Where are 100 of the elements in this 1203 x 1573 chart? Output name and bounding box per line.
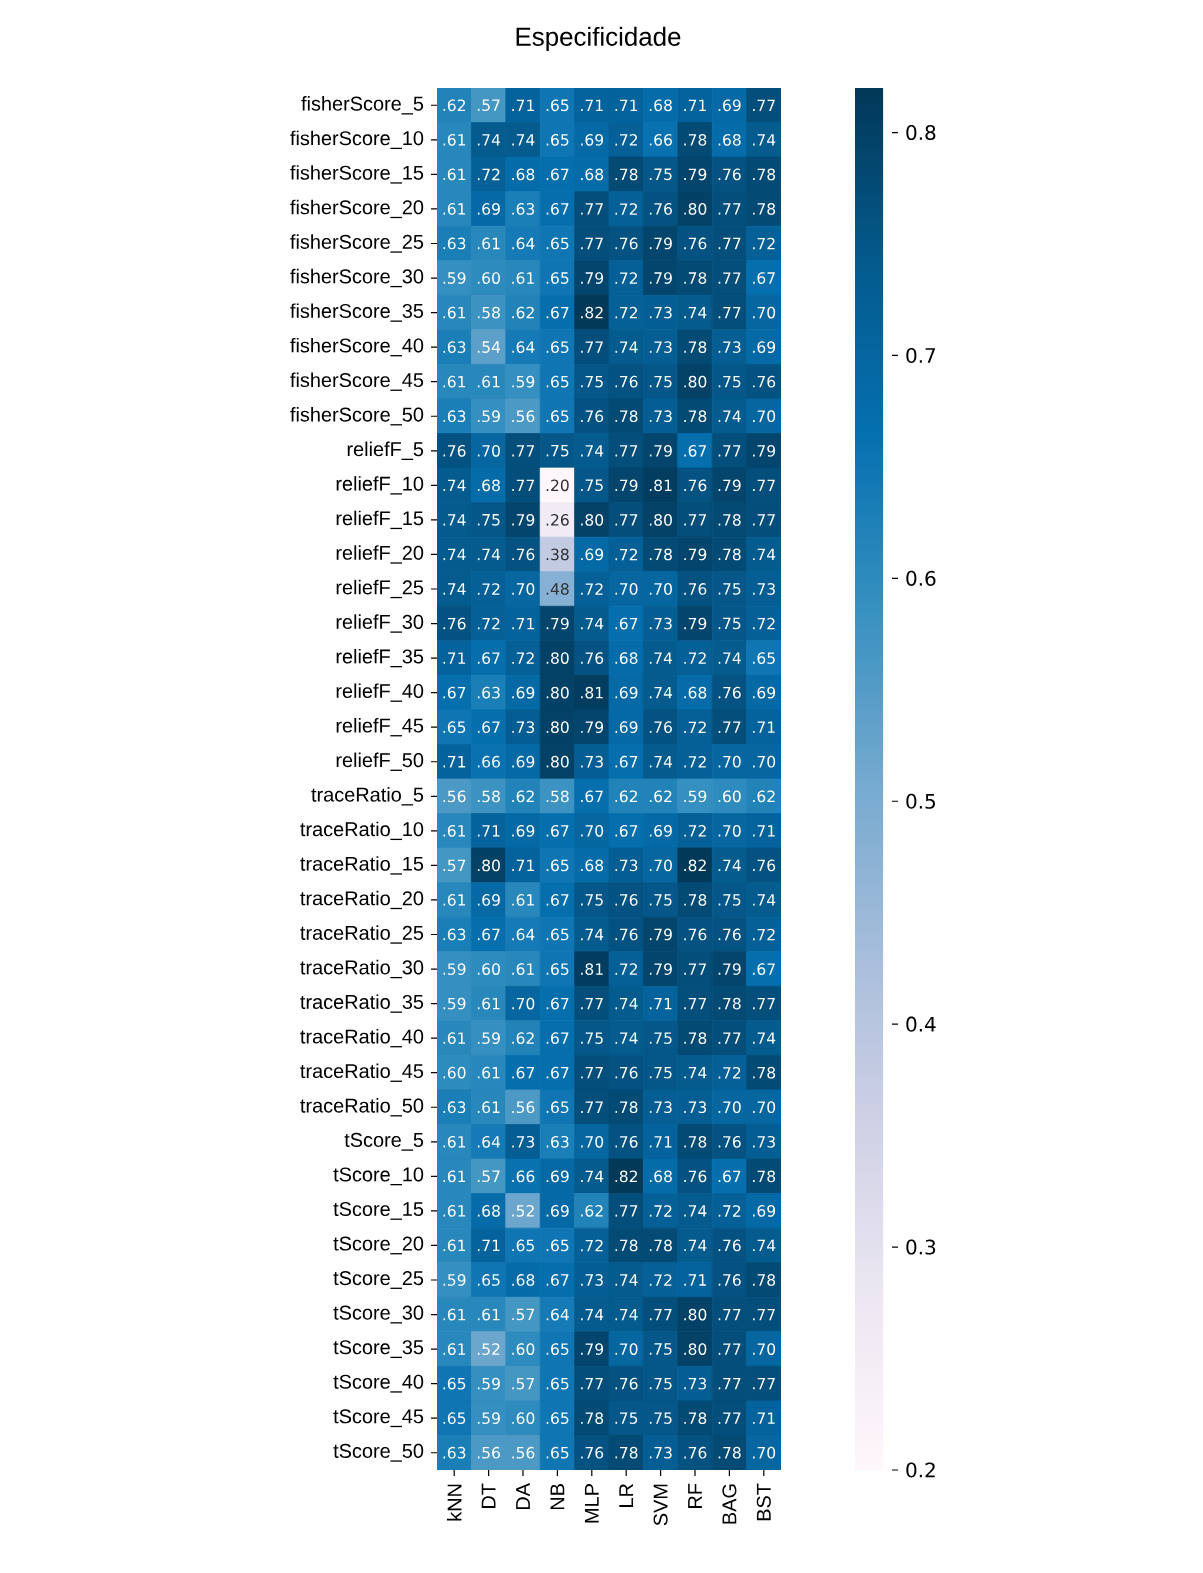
data-label: .74 <box>615 1032 638 1044</box>
data-label: .70 <box>649 583 672 595</box>
data-label: .71 <box>684 1274 706 1286</box>
data-label: .61 <box>443 1135 466 1148</box>
data-label: .75 <box>718 583 741 595</box>
data-label: .71 <box>649 997 672 1010</box>
data-label: .69 <box>512 824 535 837</box>
data-label: .74 <box>684 1067 707 1079</box>
data-label: .79 <box>649 444 672 457</box>
y-tick-label: reliefF_45 <box>336 717 424 737</box>
data-label: .70 <box>718 1101 741 1114</box>
data-label: .79 <box>615 479 638 492</box>
data-label: .67 <box>546 306 569 319</box>
data-label: .69 <box>477 894 500 906</box>
data-label: .61 <box>443 203 466 215</box>
color-bar-label: 0.2 <box>906 1462 935 1478</box>
data-label: .70 <box>615 583 638 595</box>
y-tick-label: tScore_15 <box>333 1201 424 1220</box>
data-label: .72 <box>684 755 706 768</box>
data-label: .73 <box>649 1446 672 1459</box>
data-label: .68 <box>512 168 535 181</box>
color-bar-label: 0.4 <box>906 1016 936 1032</box>
data-label: .70 <box>477 444 500 457</box>
data-label: .74 <box>477 134 501 146</box>
data-label: .77 <box>581 237 603 250</box>
data-label: .65 <box>546 99 569 112</box>
data-label: .73 <box>753 583 775 595</box>
data-label: .62 <box>512 1032 534 1045</box>
data-label: .59 <box>684 790 707 803</box>
data-label: .67 <box>546 168 569 181</box>
data-label: .74 <box>753 894 776 906</box>
data-label: .77 <box>684 997 707 1010</box>
data-label: .80 <box>684 203 707 215</box>
y-tick-label: tScore_5 <box>344 1132 424 1151</box>
data-label: .72 <box>718 1205 741 1217</box>
data-label: .79 <box>649 963 672 975</box>
y-tick-label: reliefF_35 <box>336 648 424 668</box>
data-label: .61 <box>443 1308 466 1321</box>
data-label: .74 <box>615 341 638 353</box>
data-label: .79 <box>753 444 776 457</box>
data-label: .69 <box>512 755 535 768</box>
data-label: .63 <box>443 928 466 941</box>
data-label: .64 <box>546 1308 569 1321</box>
data-label: .72 <box>477 583 500 595</box>
data-label: .73 <box>649 410 672 423</box>
data-label: .69 <box>649 824 672 837</box>
data-label: .78 <box>718 514 741 526</box>
data-label: .70 <box>718 755 741 768</box>
data-label: .66 <box>512 1170 535 1183</box>
y-tick-label: reliefF_40 <box>336 683 424 702</box>
data-label: .26 <box>546 514 569 526</box>
data-label: .74 <box>718 652 741 664</box>
data-label: .74 <box>718 410 741 422</box>
data-label: .65 <box>546 341 569 353</box>
data-label: .60 <box>512 1343 535 1355</box>
data-label: .72 <box>477 168 500 181</box>
data-label: .74 <box>649 756 673 768</box>
y-tick-label: traceRatio_45 <box>300 1063 424 1082</box>
data-label: .79 <box>649 237 672 250</box>
data-label: .71 <box>753 721 775 733</box>
data-label: .68 <box>581 859 604 872</box>
data-label: .71 <box>615 99 638 111</box>
data-label: .76 <box>718 1274 741 1286</box>
data-label: .77 <box>581 1377 603 1390</box>
y-tick-label: traceRatio_10 <box>300 821 424 841</box>
data-label: .82 <box>581 306 603 319</box>
data-label: .79 <box>512 514 535 526</box>
data-label: .58 <box>477 790 500 803</box>
data-label: .61 <box>443 168 466 181</box>
data-label: .78 <box>684 272 707 284</box>
data-label: .67 <box>615 824 638 837</box>
data-label: .69 <box>615 721 638 734</box>
data-label: .73 <box>649 617 672 630</box>
data-label: .75 <box>649 1032 672 1044</box>
data-label: .78 <box>753 168 776 181</box>
data-label: .78 <box>615 1101 638 1114</box>
data-label: .71 <box>581 99 603 111</box>
color-bar-label: 0.8 <box>906 125 936 141</box>
y-tick-label: reliefF_20 <box>336 545 424 564</box>
data-label: .63 <box>443 1446 466 1459</box>
data-label: .65 <box>512 1239 534 1252</box>
data-label: .72 <box>615 548 637 561</box>
data-label: .74 <box>753 134 776 146</box>
data-label: .65 <box>753 652 775 664</box>
data-label: .76 <box>615 1135 638 1148</box>
data-label: .75 <box>546 445 569 457</box>
data-label: .67 <box>546 203 569 215</box>
data-label: .61 <box>477 375 500 388</box>
data-label: .75 <box>581 1032 603 1044</box>
y-tick-label: fisherScore_35 <box>290 303 424 322</box>
data-label: .76 <box>684 237 707 250</box>
x-tick-label: MLP <box>584 1484 599 1523</box>
data-label: .65 <box>546 237 569 250</box>
data-label: .67 <box>512 1066 535 1079</box>
data-label: .76 <box>581 410 604 423</box>
data-label: .76 <box>581 652 604 664</box>
data-label: .76 <box>753 375 776 388</box>
y-tick-label: tScore_20 <box>333 1236 424 1255</box>
data-label: .73 <box>649 1101 672 1114</box>
data-label: .68 <box>615 652 638 664</box>
